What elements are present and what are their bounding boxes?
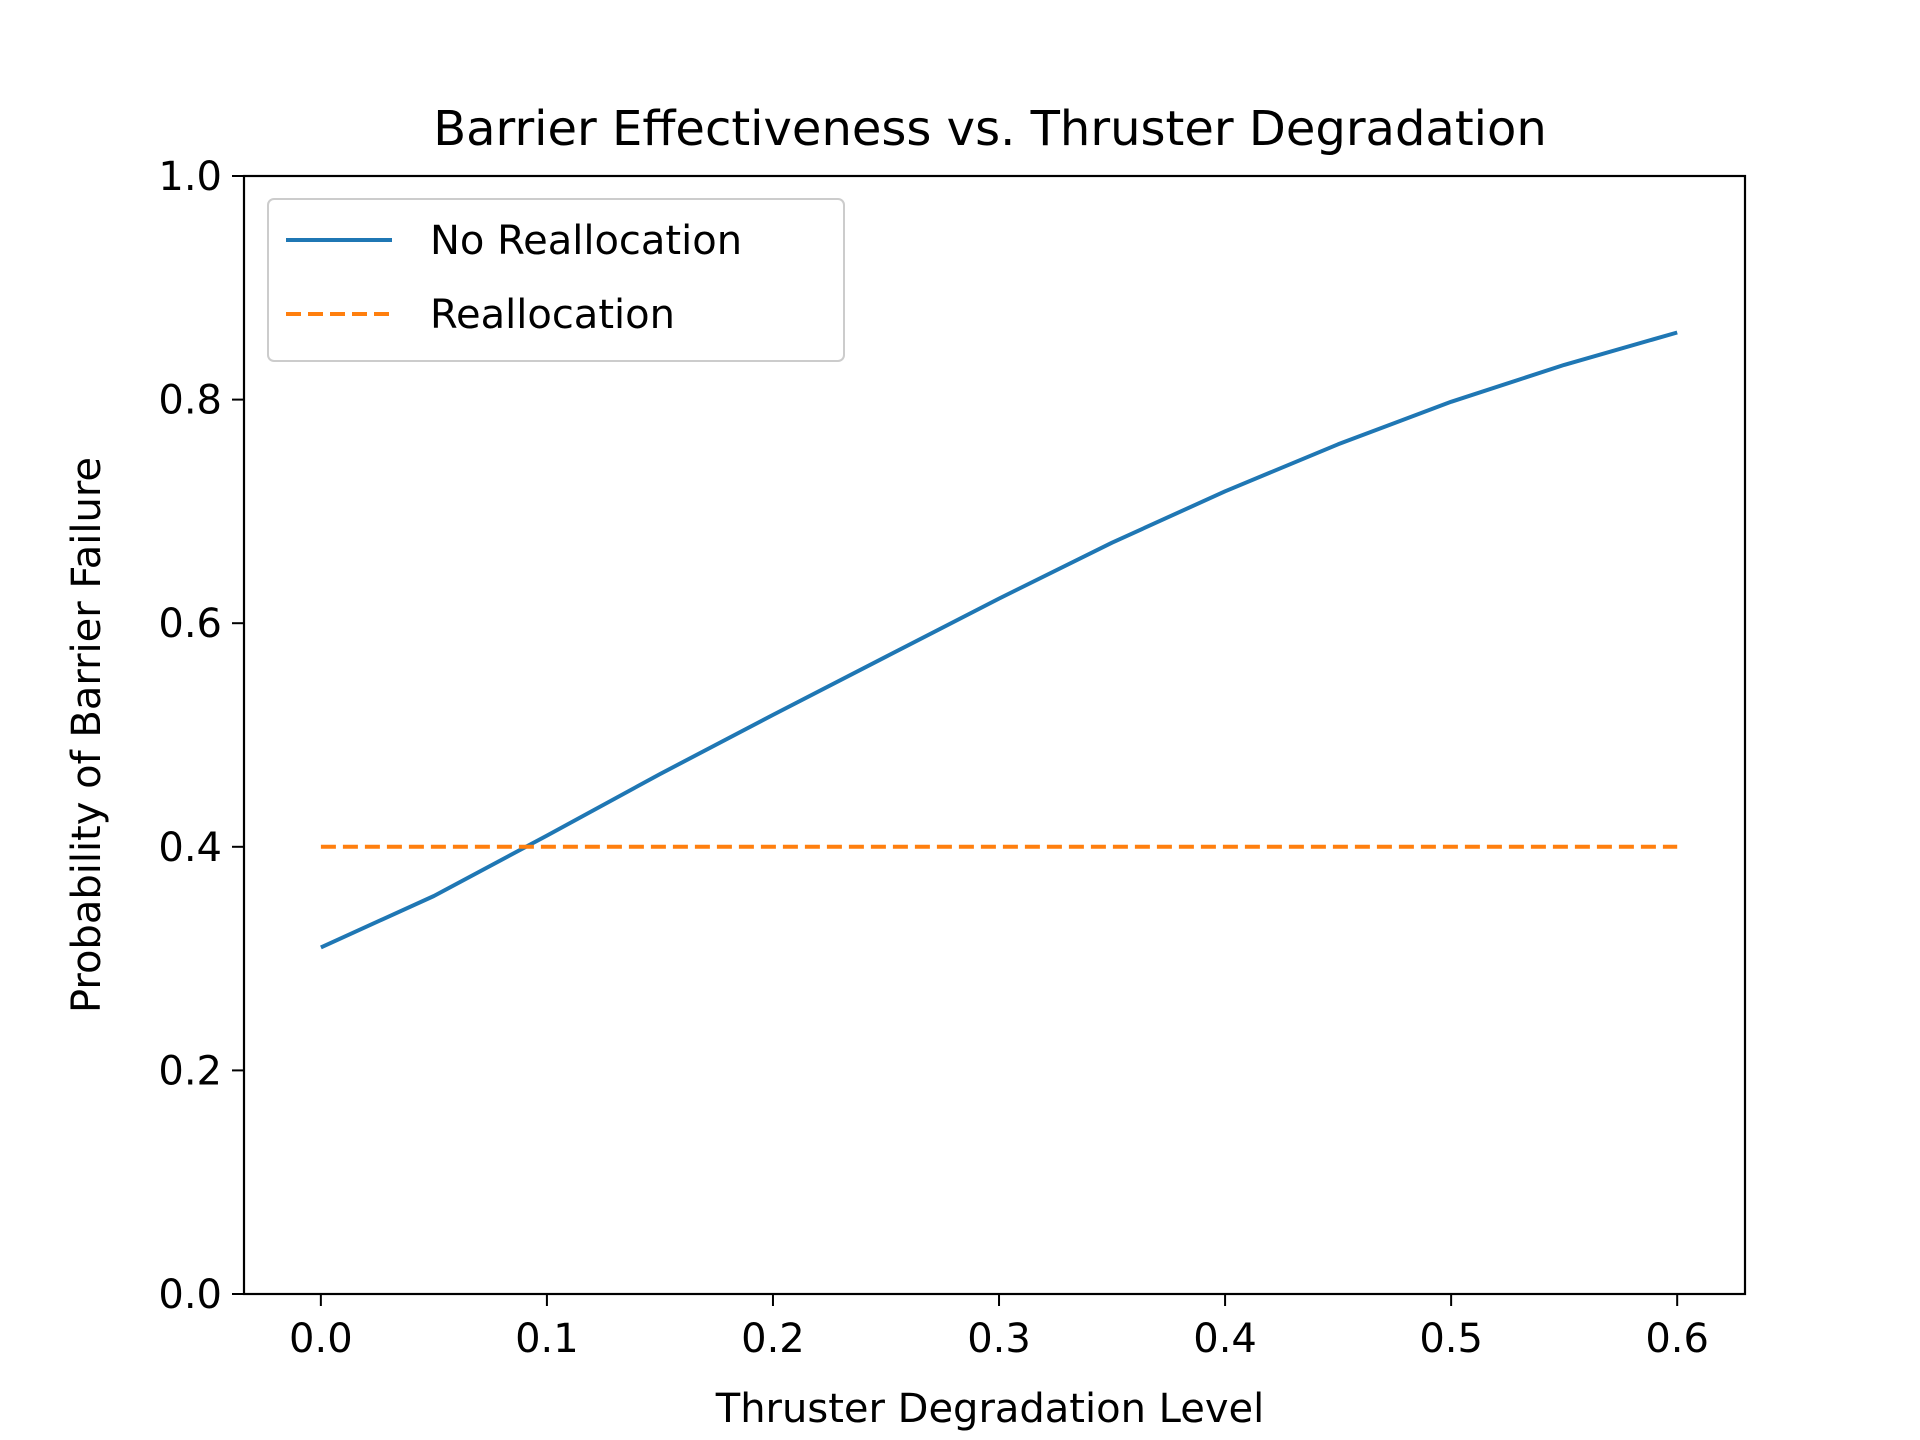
legend-label-no-reallocation: No Reallocation: [430, 218, 742, 264]
y-tick-label: 0.4: [158, 825, 222, 871]
legend: No Reallocation Reallocation: [267, 198, 845, 362]
x-tick-label: 0.0: [289, 1316, 353, 1362]
y-tick-label: 0.6: [158, 601, 222, 647]
y-axis-label: Probability of Barrier Failure: [64, 457, 110, 1013]
series-line-no-reallocation: [320, 330, 1678, 950]
x-tick-label: 0.4: [1193, 1316, 1257, 1362]
y-axis-ticks: 0.0 0.2 0.4 0.6 0.8 1.0: [158, 154, 244, 1318]
x-tick-label: 0.2: [741, 1316, 805, 1362]
x-axis-label: Thruster Degradation Level: [715, 1386, 1264, 1432]
x-tick-label: 0.5: [1419, 1316, 1483, 1362]
y-tick-label: 0.8: [158, 378, 222, 424]
x-tick-label: 0.1: [515, 1316, 579, 1362]
y-tick-label: 1.0: [158, 154, 222, 200]
legend-box: [267, 198, 845, 362]
x-tick-label: 0.6: [1645, 1316, 1709, 1362]
chart-title: Barrier Effectiveness vs. Thruster Degra…: [433, 101, 1547, 157]
y-tick-label: 0.2: [158, 1048, 222, 1094]
y-tick-label: 0.0: [158, 1272, 222, 1318]
legend-label-reallocation: Reallocation: [430, 292, 675, 338]
plot-frame: [242, 174, 1747, 1296]
series-lines: [320, 330, 1678, 950]
x-axis-ticks: 0.0 0.1 0.2 0.3 0.4 0.5 0.6: [289, 1294, 1709, 1362]
x-tick-label: 0.3: [967, 1316, 1031, 1362]
